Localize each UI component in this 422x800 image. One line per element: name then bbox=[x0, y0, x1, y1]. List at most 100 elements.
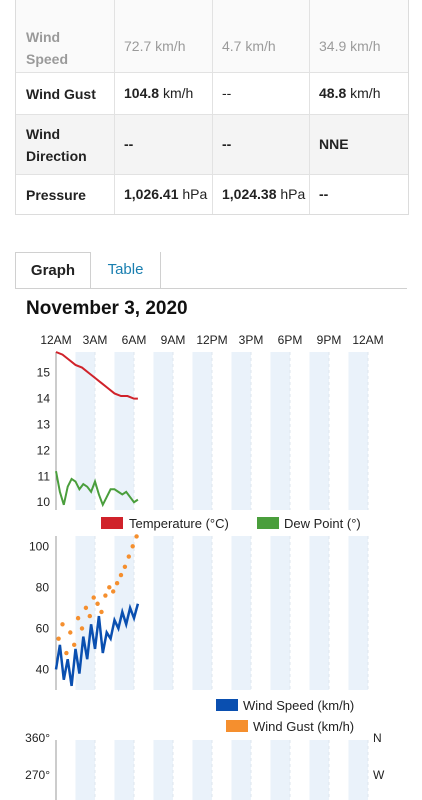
dew-point-line bbox=[55, 470, 139, 508]
row-label: Wind Gust bbox=[26, 86, 96, 102]
y-tick-label: 14 bbox=[37, 392, 51, 406]
row-avg-value: NNE bbox=[319, 136, 349, 152]
legend-swatch-wind-speed bbox=[216, 699, 238, 711]
row-low-value: -- bbox=[222, 136, 232, 152]
time-tick-label: 3AM bbox=[83, 333, 108, 347]
y-tick-label-direction: 270° bbox=[25, 768, 50, 782]
wind-gust-point bbox=[134, 534, 139, 539]
tab-graph[interactable]: Graph bbox=[15, 252, 91, 288]
time-band bbox=[231, 536, 251, 690]
wind-gust-point bbox=[83, 605, 89, 611]
row-label: Pressure bbox=[26, 187, 86, 203]
legend-label-temperature: Temperature (°C) bbox=[129, 516, 229, 531]
time-tick-label: 12PM bbox=[196, 333, 227, 347]
column-divider bbox=[114, 0, 115, 214]
wind-gust-point bbox=[114, 581, 120, 586]
y-tick-label: 40 bbox=[36, 662, 50, 676]
wind-gust-point bbox=[118, 572, 124, 578]
y-tick-label: 12 bbox=[37, 443, 51, 457]
time-band bbox=[231, 740, 251, 800]
wind-gust-point bbox=[130, 544, 135, 549]
time-band bbox=[153, 740, 173, 800]
time-band bbox=[114, 740, 134, 800]
time-band bbox=[75, 536, 95, 690]
row-avg-value: 48.8 km/h bbox=[319, 85, 381, 101]
time-band bbox=[270, 352, 290, 510]
column-divider bbox=[309, 0, 310, 214]
wind-gust-point bbox=[122, 564, 128, 569]
row-low-value: 1,024.38 hPa bbox=[222, 186, 306, 202]
wind-speed-line bbox=[54, 603, 140, 687]
time-tick-label: 6AM bbox=[122, 333, 147, 347]
y-tick-label: 11 bbox=[38, 469, 51, 483]
y-tick-label-compass: N bbox=[373, 731, 382, 745]
legend-label-wind-gust: Wind Gust (km/h) bbox=[253, 719, 354, 734]
row-avg-value: -- bbox=[319, 186, 329, 202]
time-band bbox=[192, 740, 212, 800]
wind-gust-point bbox=[103, 593, 108, 598]
wind-gust-point bbox=[56, 636, 61, 641]
time-band bbox=[192, 352, 212, 510]
time-band bbox=[348, 352, 368, 510]
date-title: November 3, 2020 bbox=[26, 298, 188, 319]
time-band bbox=[348, 740, 368, 800]
wind-gust-point bbox=[68, 630, 73, 635]
time-band bbox=[153, 352, 173, 510]
row-label: Wind Speed bbox=[26, 29, 69, 67]
column-divider bbox=[212, 0, 213, 214]
y-tick-label: 10 bbox=[37, 495, 51, 509]
time-band bbox=[270, 536, 290, 690]
wind-gust-point bbox=[72, 642, 77, 648]
table-row: Pressure 1,026.41 hPa 1,024.38 hPa -- bbox=[16, 174, 408, 215]
y-tick-label-compass: W bbox=[373, 768, 385, 782]
view-tabs: Graph Table bbox=[15, 252, 407, 289]
y-tick-label: 15 bbox=[37, 366, 51, 380]
time-tick-label: 12AM bbox=[352, 333, 383, 347]
legend-swatch-wind-gust bbox=[226, 720, 248, 732]
time-band bbox=[270, 740, 290, 800]
row-high-value: 104.8 km/h bbox=[124, 85, 194, 101]
time-tick-label: 9PM bbox=[317, 333, 342, 347]
time-band bbox=[309, 740, 329, 800]
time-band bbox=[348, 536, 368, 690]
y-tick-label: 60 bbox=[36, 621, 50, 635]
time-band bbox=[309, 352, 329, 510]
row-label: Wind Direction bbox=[26, 126, 87, 164]
wind-gust-point bbox=[91, 595, 96, 600]
wind-gust-point bbox=[79, 626, 85, 631]
time-band bbox=[231, 352, 251, 510]
time-tick-label: 12AM bbox=[40, 333, 71, 347]
wind-gust-point bbox=[95, 601, 100, 606]
time-tick-label: 6PM bbox=[278, 333, 303, 347]
wind-gust-point bbox=[60, 622, 65, 627]
row-high-value: 1,026.41 hPa bbox=[124, 186, 208, 202]
legend-swatch-temperature bbox=[101, 517, 123, 529]
wind-gust-point bbox=[87, 613, 93, 619]
time-band bbox=[192, 536, 212, 690]
wind-gust-point bbox=[126, 554, 131, 559]
time-band bbox=[309, 536, 329, 690]
time-tick-label: 9AM bbox=[161, 333, 186, 347]
legend-swatch-dew-point bbox=[257, 517, 279, 529]
legend-label-dew-point: Dew Point (°) bbox=[284, 516, 361, 531]
time-tick-label: 3PM bbox=[239, 333, 264, 347]
y-tick-label: 80 bbox=[36, 580, 50, 594]
row-high-value: 72.7 km/h bbox=[124, 38, 186, 54]
temperature-line bbox=[55, 351, 138, 400]
y-tick-label-direction: 360° bbox=[25, 731, 50, 745]
time-band bbox=[153, 536, 173, 690]
wind-gust-point bbox=[111, 589, 116, 594]
time-band bbox=[75, 740, 95, 800]
wind-gust-point bbox=[107, 585, 112, 590]
wind-gust-point bbox=[64, 650, 69, 656]
history-table: Wind Speed 72.7 km/h 4.7 km/h 34.9 km/h … bbox=[15, 0, 409, 215]
y-tick-label: 100 bbox=[29, 539, 49, 553]
row-avg-value: 34.9 km/h bbox=[319, 38, 381, 54]
row-low-value: -- bbox=[222, 85, 232, 101]
y-tick-label: 13 bbox=[37, 418, 51, 432]
tab-table[interactable]: Table bbox=[91, 252, 161, 288]
wind-gust-point bbox=[99, 609, 104, 615]
wind-gust-point bbox=[75, 615, 81, 621]
row-high-value: -- bbox=[124, 136, 134, 152]
